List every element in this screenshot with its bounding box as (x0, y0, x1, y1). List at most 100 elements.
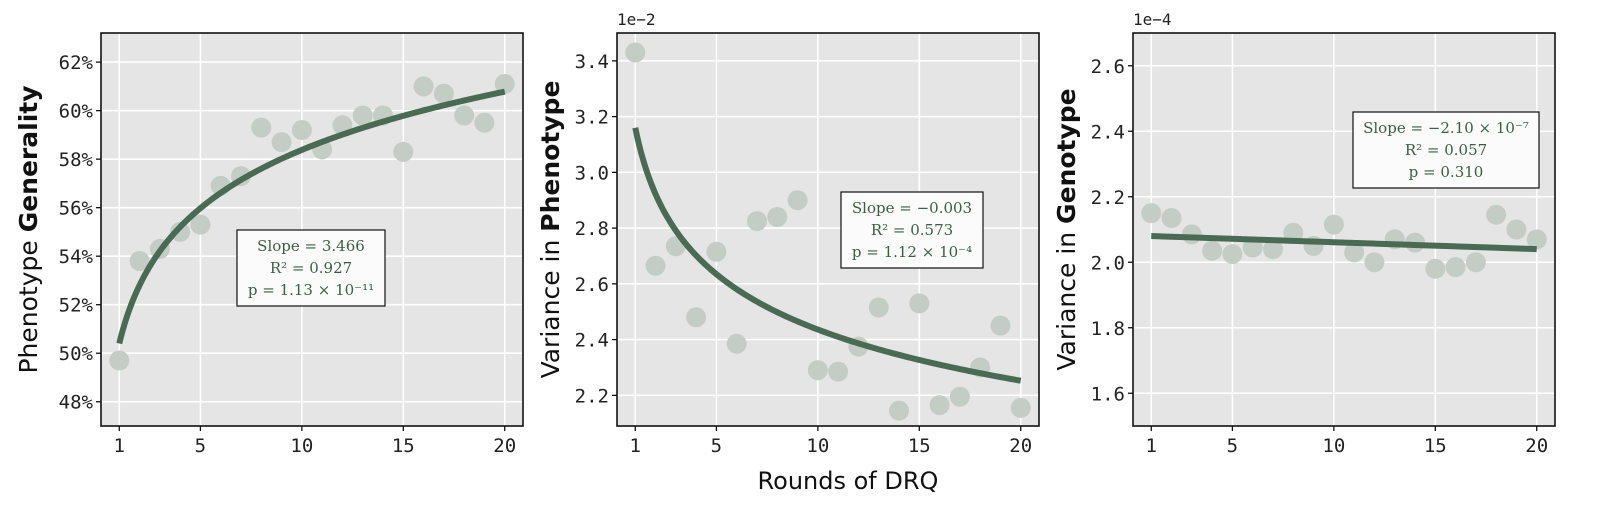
y-axis-label-prefix: Variance in (1052, 224, 1081, 371)
y-tick-label: 3.2 (575, 107, 609, 129)
data-point (190, 214, 211, 235)
data-point (1526, 229, 1547, 250)
y-axis-label: Variance in Genotype (1052, 88, 1081, 370)
trend-line (1151, 233, 1537, 253)
y-axis-label-emphasis: Phenotype (536, 81, 565, 232)
fit-stat-p: p = 0.310 (1409, 163, 1484, 181)
y-tick-label: 2.2 (1091, 187, 1125, 209)
x-tick-label: 5 (711, 435, 722, 457)
plot-frame (616, 32, 1040, 427)
x-tick-label: 5 (1227, 435, 1238, 457)
data-point (1262, 239, 1283, 260)
y-tick-label: 50% (59, 343, 94, 365)
x-tick-label: 1 (630, 435, 641, 457)
x-tick-label: 1 (114, 435, 125, 457)
data-point (1506, 219, 1527, 240)
x-axis-label: Rounds of DRQ (758, 467, 939, 495)
y-tick-label: 3.0 (575, 162, 609, 184)
y-tick-label: 52% (59, 295, 94, 317)
x-tick-label: 1 (1146, 435, 1157, 457)
y-axis-label: Variance in Phenotype (536, 81, 565, 379)
y-tick-label: 1.8 (1091, 318, 1125, 340)
y-tick-label: 3.4 (575, 51, 609, 73)
data-point (1425, 258, 1446, 279)
data-point (807, 360, 828, 381)
fit-stats-box: Slope = −2.10 × 10⁻⁷ R² = 0.057 p = 0.310 (1352, 111, 1540, 189)
y-tick-label: 2.8 (575, 218, 609, 240)
y-tick-label: 2.6 (575, 274, 609, 296)
y-tick-label: 56% (59, 198, 94, 220)
x-tick-label: 15 (908, 435, 931, 457)
data-point (291, 120, 312, 141)
scale-offset-label: 1e−2 (617, 10, 656, 29)
fit-stat-slope: Slope = −2.10 × 10⁻⁷ (1363, 119, 1529, 137)
data-point (868, 297, 889, 318)
data-point (1141, 203, 1162, 224)
data-point (990, 315, 1011, 336)
x-tick-label: 10 (1322, 435, 1345, 457)
y-tick-label: 2.6 (1091, 56, 1125, 78)
y-axis-label-emphasis: Genotype (1052, 88, 1081, 224)
y-tick-label: 48% (59, 392, 94, 414)
data-point (767, 206, 788, 227)
x-tick-label: 5 (195, 435, 206, 457)
fit-stats-frame (236, 229, 386, 307)
fit-stat-slope: Slope = 3.466 (257, 237, 365, 255)
data-point (645, 255, 666, 276)
data-point (494, 73, 515, 94)
fit-stat-slope: Slope = −0.003 (852, 199, 972, 217)
data-point (828, 361, 849, 382)
data-point (251, 117, 272, 138)
y-tick-label: 2.2 (575, 385, 609, 407)
data-point (949, 386, 970, 407)
fit-stat-p: p = 1.13 × 10⁻¹¹ (248, 281, 374, 299)
fit-stats-frame (1352, 111, 1540, 189)
data-point (889, 400, 910, 421)
fit-stats-box: Slope = 3.466 R² = 0.927 p = 1.13 × 10⁻¹¹ (236, 229, 386, 307)
x-tick-label: 15 (1424, 435, 1447, 457)
data-point (787, 190, 808, 211)
y-tick-label: 2.0 (1091, 252, 1125, 274)
fit-stats-frame (840, 191, 984, 269)
plot-background (1133, 33, 1555, 426)
data-point (1344, 242, 1365, 263)
data-point (929, 395, 950, 416)
plot-frame (100, 32, 524, 427)
y-axis-label-emphasis: Generality (14, 85, 43, 232)
y-tick-label: 60% (59, 101, 94, 123)
fit-stats-box: Slope = −0.003 R² = 0.573 p = 1.12 × 10⁻⁴ (840, 191, 984, 269)
data-point (352, 105, 373, 126)
y-tick-label: 1.6 (1091, 383, 1125, 405)
data-point (129, 251, 150, 272)
data-point (909, 293, 930, 314)
x-tick-label: 20 (1525, 435, 1548, 457)
y-axis-label: Phenotype Generality (14, 85, 43, 373)
y-tick-label: 54% (59, 246, 94, 268)
data-point (1161, 208, 1182, 229)
data-point (1364, 252, 1385, 273)
data-point (1465, 252, 1486, 273)
panel-1: 1 5 10 15 2048%50%52%54%56%58%60%62%Phenotyp… (14, 32, 524, 457)
data-point (686, 307, 707, 328)
y-tick-label: 62% (59, 52, 94, 74)
data-point (413, 76, 434, 97)
fit-stat-p: p = 1.12 × 10⁻⁴ (852, 243, 972, 261)
data-point (726, 333, 747, 354)
x-tick-label: 20 (1009, 435, 1032, 457)
fit-stat-r2: R² = 0.573 (871, 221, 953, 239)
plot-frame (1132, 32, 1556, 427)
x-tick-label: 10 (290, 435, 313, 457)
fit-stat-r2: R² = 0.057 (1405, 141, 1487, 159)
data-point (271, 132, 292, 153)
data-point (393, 141, 414, 162)
trend-line (632, 127, 1022, 384)
data-point (109, 350, 130, 371)
fit-stat-r2: R² = 0.927 (270, 259, 352, 277)
data-point (1486, 204, 1507, 225)
data-point (1202, 240, 1223, 261)
data-point (474, 112, 495, 133)
data-point (746, 211, 767, 232)
data-point (706, 241, 727, 262)
y-tick-label: 58% (59, 149, 94, 171)
